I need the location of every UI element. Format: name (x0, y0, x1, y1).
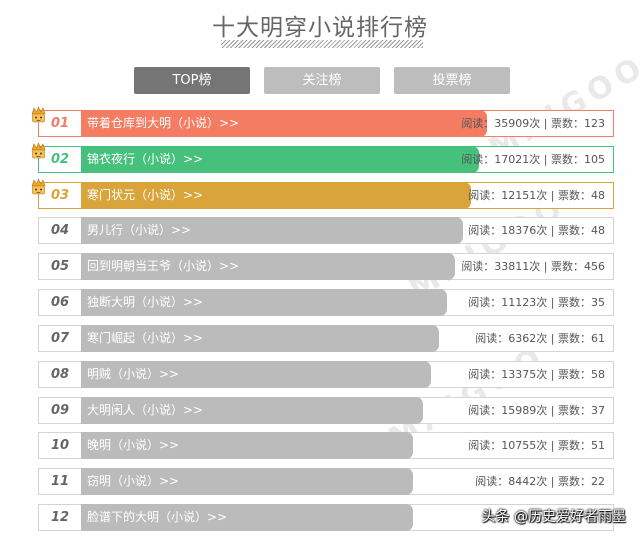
ranking-bar (81, 253, 455, 280)
rank-number: 10 (50, 438, 70, 453)
tab-vote[interactable]: 投票榜 (394, 67, 510, 94)
ranking-bar (81, 146, 479, 173)
novel-title-link[interactable]: 脸谱下的大明（小说）>> (87, 510, 228, 524)
read-vote-stats: 阅读：33811次 | 票数：456 (461, 260, 605, 273)
novel-title-link[interactable]: 寒门崛起（小说）>> (87, 331, 204, 345)
read-vote-stats: 阅读：15989次 | 票数：37 (468, 404, 605, 417)
tab-bar: TOP榜 关注榜 投票榜 (0, 67, 640, 94)
ranking-bar (81, 397, 423, 424)
ranking-row[interactable]: 01 带着仓库到大明（小说）>> 阅读：35909次 | 票数：123 (31, 106, 614, 137)
ranking-bar (81, 361, 431, 388)
read-vote-stats: 阅读：6362次 | 票数：61 (475, 332, 605, 345)
ranking-row[interactable]: 04 男儿行（小说）>> 阅读：18376次 | 票数：48 (38, 217, 614, 244)
read-vote-stats: 阅读：12151次 | 票数：48 (468, 189, 605, 202)
ranking-row[interactable]: 05 回到明朝当王爷（小说）>> 阅读：33811次 | 票数：456 (38, 253, 614, 280)
read-vote-stats: 阅读：18376次 | 票数：48 (468, 224, 605, 237)
ranking-bar (81, 289, 447, 316)
rank-number: 09 (50, 403, 70, 418)
rank-number: 01 (50, 116, 70, 131)
ranking-row[interactable]: 11 窃明（小说）>> 阅读：8442次 | 票数：22 (38, 468, 614, 495)
novel-title-link[interactable]: 带着仓库到大明（小说）>> (87, 116, 240, 130)
read-vote-stats: 阅读：8442次 | 票数：22 (475, 475, 605, 488)
novel-title-link[interactable]: 大明闲人（小说）>> (87, 403, 204, 417)
ranking-bar (81, 110, 487, 137)
rank-number: 04 (50, 223, 70, 238)
read-vote-stats: 阅读：17021次 | 票数：105 (461, 153, 605, 166)
crown-icon (31, 106, 46, 123)
novel-title-link[interactable]: 窃明（小说）>> (87, 474, 180, 488)
ranking-row[interactable]: 03 寒门状元（小说）>> 阅读：12151次 | 票数：48 (31, 178, 614, 209)
read-vote-stats: 阅读：13375次 | 票数：58 (468, 368, 605, 381)
tab-follow[interactable]: 关注榜 (264, 67, 380, 94)
title-underline (221, 40, 423, 48)
crown-icon (31, 178, 46, 195)
ranking-bar (81, 468, 413, 495)
novel-title-link[interactable]: 晚明（小说）>> (87, 438, 180, 452)
novel-title-link[interactable]: 寒门状元（小说）>> (87, 188, 204, 202)
novel-title-link[interactable]: 明贼（小说）>> (87, 367, 180, 381)
ranking-row[interactable]: 07 寒门崛起（小说）>> 阅读：6362次 | 票数：61 (38, 325, 614, 352)
rank-number: 06 (50, 295, 70, 310)
rank-number: 11 (50, 474, 70, 489)
ranking-bar (81, 504, 413, 531)
rank-number: 08 (50, 367, 70, 382)
ranking-row[interactable]: 09 大明闲人（小说）>> 阅读：15989次 | 票数：37 (38, 397, 614, 424)
ranking-bar (81, 432, 413, 459)
read-vote-stats: 阅读：35909次 | 票数：123 (461, 117, 605, 130)
rank-number: 07 (50, 331, 70, 346)
novel-title-link[interactable]: 男儿行（小说）>> (87, 223, 192, 237)
ranking-row[interactable]: 02 锦衣夜行（小说）>> 阅读：17021次 | 票数：105 (31, 142, 614, 173)
rank-number: 05 (50, 259, 70, 274)
ranking-bar (81, 182, 471, 209)
novel-title-link[interactable]: 回到明朝当王爷（小说）>> (87, 259, 240, 273)
ranking-row[interactable]: 10 晚明（小说）>> 阅读：10755次 | 票数：51 (38, 432, 614, 459)
crown-icon (31, 142, 46, 159)
read-vote-stats: 阅读：10755次 | 票数：51 (468, 439, 605, 452)
ranking-row[interactable]: 08 明贼（小说）>> 阅读：13375次 | 票数：58 (38, 361, 614, 388)
read-vote-stats: 阅读：11123次 | 票数：35 (468, 296, 605, 309)
ranking-bar (81, 325, 439, 352)
novel-title-link[interactable]: 独断大明（小说）>> (87, 295, 204, 309)
source-watermark: 头条 @历史爱好者雨墨 (481, 509, 626, 525)
page-title: 十大明穿小说排行榜 (212, 15, 428, 41)
rank-number: 12 (50, 510, 70, 525)
ranking-row[interactable]: 06 独断大明（小说）>> 阅读：11123次 | 票数：35 (38, 289, 614, 316)
rank-number: 02 (50, 152, 70, 167)
rank-number: 03 (50, 188, 70, 203)
tab-top[interactable]: TOP榜 (134, 67, 250, 94)
novel-title-link[interactable]: 锦衣夜行（小说）>> (87, 152, 204, 166)
ranking-bar (81, 217, 463, 244)
ranking-row[interactable]: 12 脸谱下的大明（小说）>> (38, 504, 614, 531)
